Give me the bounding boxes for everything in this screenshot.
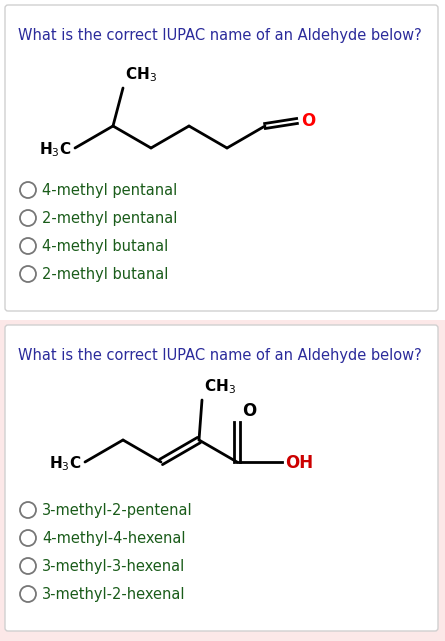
- Text: 4-methyl butanal: 4-methyl butanal: [42, 240, 168, 254]
- Text: What is the correct IUPAC name of an Aldehyde below?: What is the correct IUPAC name of an Ald…: [18, 348, 422, 363]
- Text: What is the correct IUPAC name of an Aldehyde below?: What is the correct IUPAC name of an Ald…: [18, 28, 422, 43]
- Text: OH: OH: [285, 454, 313, 472]
- Text: 3-methyl-2-hexenal: 3-methyl-2-hexenal: [42, 588, 186, 603]
- Text: 2-methyl pentanal: 2-methyl pentanal: [42, 212, 178, 226]
- Bar: [0, 0, 445, 320]
- Text: CH$_3$: CH$_3$: [125, 65, 157, 84]
- FancyBboxPatch shape: [5, 5, 438, 311]
- FancyBboxPatch shape: [5, 325, 438, 631]
- Text: 3-methyl-2-pentenal: 3-methyl-2-pentenal: [42, 503, 193, 519]
- Bar: [0, 320, 445, 641]
- Text: 3-methyl-3-hexenal: 3-methyl-3-hexenal: [42, 560, 185, 574]
- Text: O: O: [242, 402, 256, 420]
- Text: 2-methyl butanal: 2-methyl butanal: [42, 267, 168, 283]
- Text: H$_3$C: H$_3$C: [49, 454, 81, 473]
- Text: H$_3$C: H$_3$C: [39, 140, 71, 160]
- Text: O: O: [301, 112, 315, 130]
- Text: 4-methyl-4-hexenal: 4-methyl-4-hexenal: [42, 531, 186, 547]
- Text: 4-methyl pentanal: 4-methyl pentanal: [42, 183, 177, 199]
- Text: CH$_3$: CH$_3$: [204, 378, 236, 396]
